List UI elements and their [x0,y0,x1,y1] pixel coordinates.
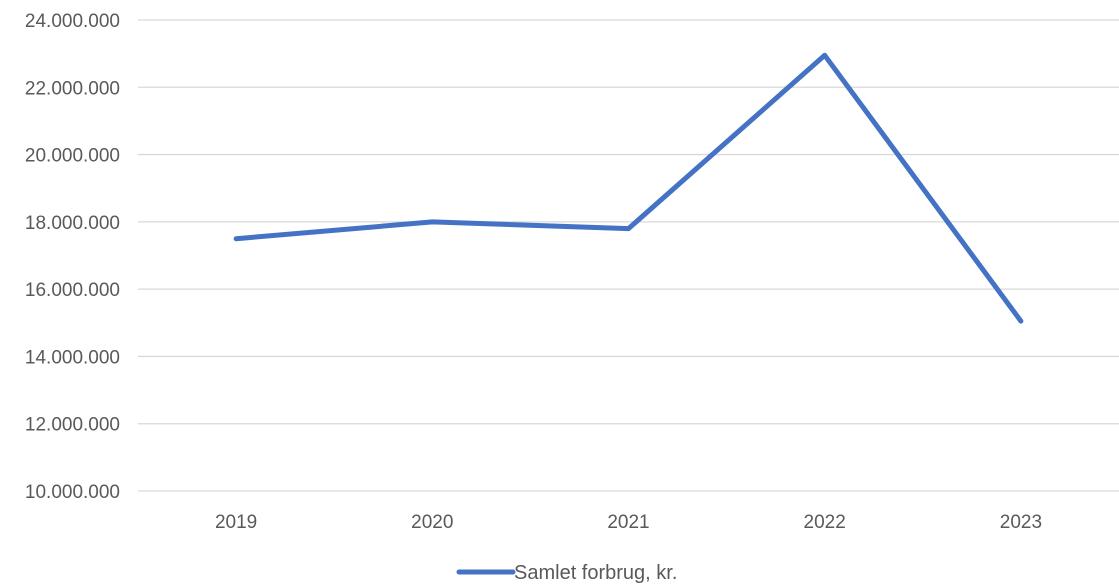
gridlines [138,19,1119,492]
series-group [233,52,1024,324]
y-tick-label: 10.000.000 [25,482,120,503]
y-tick-label: 20.000.000 [25,146,120,167]
x-tick-label: 2023 [1000,512,1042,533]
x-tick-label: 2019 [215,512,257,533]
y-axis: 10.000.000 12.000.000 14.000.000 16.000.000… [25,11,120,503]
y-tick-label: 22.000.000 [25,78,120,99]
legend: Samlet forbrug, kr. [456,562,677,584]
y-tick-label: 24.000.000 [25,11,120,32]
y-tick-label: 16.000.000 [25,280,120,301]
y-tick-label: 18.000.000 [25,213,120,234]
y-tick-label: 14.000.000 [25,347,120,368]
y-tick-label: 12.000.000 [25,415,120,436]
series-line [233,52,1024,324]
x-tick-label: 2022 [804,512,846,533]
x-axis: 2019 2020 2021 2022 2023 [215,512,1042,533]
x-tick-label: 2021 [607,512,649,533]
x-tick-label: 2020 [411,512,453,533]
legend-label-samlet-forbrug: Samlet forbrug, kr. [514,562,677,584]
